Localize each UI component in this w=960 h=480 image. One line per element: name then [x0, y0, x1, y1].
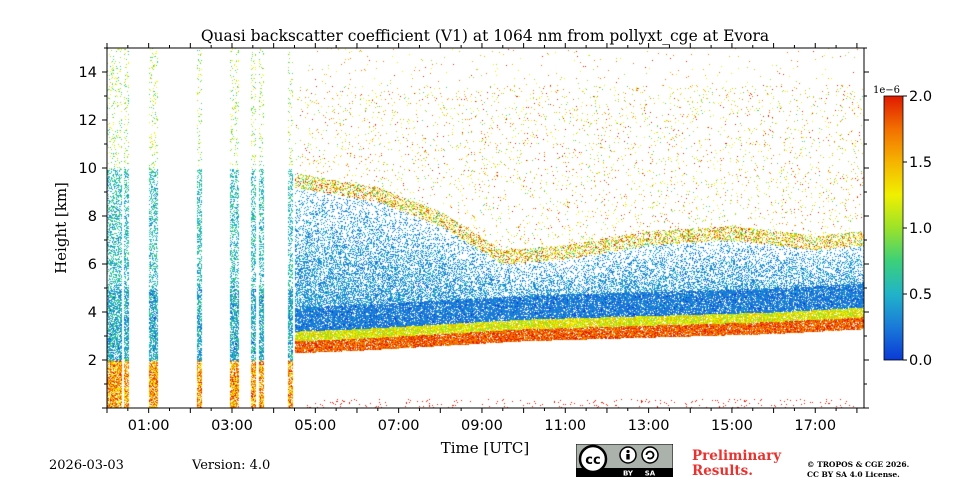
colorbar-tick-label: 1.0 — [909, 221, 932, 237]
y-tick-label: 10 — [79, 161, 97, 177]
colorbar-gradient — [883, 95, 904, 361]
copyright-line-2: CC BY SA 4.0 License. — [807, 470, 900, 479]
preliminary-line-1: Preliminary — [692, 448, 782, 464]
preliminary-notice: Preliminary Results. — [692, 449, 781, 479]
plot-frame — [106, 47, 865, 409]
preliminary-line-2: Results. — [692, 463, 753, 479]
y-tick-label: 12 — [79, 113, 97, 129]
x-tick-label: 09:00 — [461, 418, 503, 434]
y-tick-label: 6 — [88, 257, 97, 273]
x-tick-label: 01:00 — [128, 418, 170, 434]
cc-license-badge: cc BY SA — [576, 444, 673, 477]
x-axis-label: Time [UTC] — [441, 439, 530, 457]
colorbar-multiplier: 1e−6 — [873, 85, 900, 96]
share-alike-icon — [641, 446, 659, 464]
x-axis: 01:00 03:00 05:00 07:00 09:00 11:00 13:00 15:00… — [106, 43, 858, 434]
x-tick-label: 15:00 — [711, 418, 753, 434]
copyright-line-1: © TROPOS & CGE 2026. — [807, 460, 910, 469]
backscatter-heatmap — [107, 48, 864, 408]
cc-icon-text: cc — [585, 453, 600, 468]
x-tick-label: 07:00 — [378, 418, 420, 434]
footer-version: Version: 4.0 — [192, 458, 271, 473]
colorbar: 1e−6 0.0 0.5 1.0 1.5 2.0 — [873, 85, 932, 369]
x-tick-label: 13:00 — [628, 418, 670, 434]
colorbar-tick-label: 2.0 — [909, 89, 932, 105]
y-axis: 2 4 6 8 10 12 14 — [79, 47, 869, 409]
x-tick-label: 11:00 — [544, 418, 586, 434]
colorbar-tick-label: 0.5 — [909, 287, 932, 303]
cc-icon — [578, 444, 608, 474]
colorbar-tick-label: 1.5 — [909, 155, 932, 171]
chart-title: Quasi backscatter coefficient (V1) at 10… — [201, 27, 769, 45]
x-tick-label: 17:00 — [794, 418, 836, 434]
y-tick-label: 14 — [79, 65, 97, 81]
y-axis-label: Height [km] — [52, 182, 70, 274]
footer-date: 2026-03-03 — [49, 458, 124, 473]
heatmap-raster — [107, 48, 864, 408]
colorbar-tick-label: 0.0 — [909, 353, 932, 369]
x-tick-label: 05:00 — [294, 418, 336, 434]
x-tick-label: 03:00 — [211, 418, 253, 434]
copyright-notice: © TROPOS & CGE 2026. CC BY SA 4.0 Licens… — [807, 460, 909, 480]
y-tick-label: 4 — [88, 305, 97, 321]
y-tick-label: 2 — [88, 353, 97, 369]
cc-sa-label: SA — [645, 470, 656, 478]
cc-by-label: BY — [623, 470, 634, 478]
y-tick-label: 8 — [88, 209, 97, 225]
